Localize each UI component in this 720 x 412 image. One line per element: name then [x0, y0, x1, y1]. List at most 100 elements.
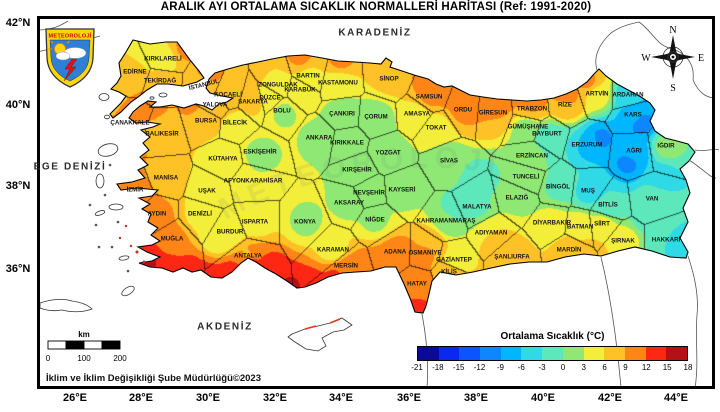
aegean-islands: [39, 92, 168, 313]
legend-color-cell: [604, 347, 625, 360]
province-label: MUĞLA: [160, 235, 184, 243]
legend-color-cell: [459, 347, 481, 360]
lon-tick-label: 32°E: [263, 392, 287, 404]
province-label: AFYONKARAHİSAR: [223, 177, 283, 185]
province-label: KOCAELİ: [214, 91, 242, 99]
province-label: KAYSERİ: [388, 186, 416, 194]
lat-tick-label: 40°N: [5, 99, 31, 111]
legend-title: Ortalama Sıcaklık (°C): [500, 331, 605, 342]
sea-label: KARADENİZ: [338, 27, 412, 39]
province-label: ÇANAKKALE: [110, 119, 150, 127]
province-label: BALIKESİR: [145, 130, 179, 138]
province-label: MANİSA: [153, 174, 179, 182]
province-label: ŞANLIURFA: [494, 253, 530, 261]
logo-text: METEOROLOJİ: [49, 33, 92, 40]
province-label: RİZE: [557, 101, 573, 109]
scalebar-unit-label: km: [78, 330, 90, 339]
legend-tick-label: 0: [560, 363, 566, 372]
legend: Ortalama Sıcaklık (°C) -21 -18 -15 -12 -9 -6-…: [411, 331, 692, 373]
legend-color-cell: [645, 347, 667, 360]
legend-color-cell: [500, 347, 522, 360]
footer-credit: İklim ve İklim Değişikliği Şube Müdürlüğ…: [46, 373, 262, 384]
lon-tick-label: 28°E: [129, 392, 153, 404]
lon-tick-label: 38°E: [464, 392, 488, 404]
legend-tick-label: 6: [602, 363, 607, 372]
province-label: KIRKLARELİ: [144, 55, 182, 63]
legend-tick-label: 3: [581, 363, 586, 372]
province-label: GİRESUN: [478, 109, 508, 117]
province-label: ELAZIĞ: [505, 194, 529, 202]
province-label: BATMAN: [566, 223, 594, 231]
scalebar-tick-label: 0: [45, 354, 51, 363]
legend-color-cell: [583, 347, 605, 360]
coastal-islets: [118, 224, 146, 264]
province-label: ÇANKIRI: [329, 110, 355, 118]
province-label: BURSA: [194, 117, 218, 125]
province-label: BAYBURT: [532, 130, 562, 138]
province-label: ANTALYA: [234, 252, 262, 260]
province-label: AKSARAY: [333, 199, 365, 207]
province-label: BİTLİS: [598, 201, 618, 209]
lon-tick-label: 40°E: [531, 392, 555, 404]
province-label: ÇORUM: [364, 113, 388, 121]
province-label: DİYARBAKIR: [532, 219, 572, 227]
province-label: SAMSUN: [415, 93, 443, 101]
province-label: NEVŞEHİR: [353, 189, 385, 197]
compass-n: N: [669, 25, 676, 36]
province-label: SİİRT: [594, 220, 610, 228]
legend-colorbar: [417, 346, 688, 361]
legend-tick-label: 18: [683, 363, 693, 372]
province-label: SİNOP: [379, 75, 399, 83]
province-label: ADIYAMAN: [474, 229, 508, 237]
legend-color-cell: [562, 347, 584, 360]
province-label: DÜZCE: [259, 94, 281, 102]
province-label: SAKARYA: [238, 98, 268, 106]
province-label: KÜTAHYA: [208, 155, 238, 163]
legend-tick-label: -12: [473, 363, 486, 372]
province-label: SİVAS: [439, 157, 459, 165]
legend-tick-label: -6: [517, 363, 525, 372]
meteorology-logo: METEOROLOJİ: [45, 28, 95, 88]
province-label: ADANA: [383, 248, 407, 256]
province-label: BARTIN: [296, 72, 320, 80]
province-label: KASTAMONU: [318, 79, 358, 87]
legend-tick-label: -15: [452, 363, 465, 372]
compass-w: W: [641, 53, 651, 64]
province-label: OSMANİYE: [408, 249, 442, 257]
legend-tick-label: -21: [411, 363, 423, 372]
province-label: AYDIN: [147, 210, 167, 218]
scalebar-tick-label: 200: [113, 354, 127, 363]
cyprus-outline: [287, 317, 353, 352]
province-label: BURDUR: [216, 228, 244, 236]
province-label: DENİZLİ: [187, 210, 213, 218]
province-label: TRABZON: [516, 105, 548, 113]
province-label: NİĞDE: [365, 216, 385, 224]
province-label: YALOVA: [202, 101, 228, 109]
legend-tick-label: 15: [662, 363, 672, 372]
province-label: ARTVİN: [585, 90, 609, 98]
province-label: MERSİN: [333, 262, 359, 270]
legend-color-cell: [418, 347, 439, 360]
lon-tick-label: 30°E: [196, 392, 220, 404]
province-label: MARDİN: [556, 246, 582, 254]
province-label: BİLECİK: [222, 119, 248, 127]
scale-bar: [47, 340, 121, 350]
province-label: TUNCELİ: [512, 173, 540, 181]
province-label: MUŞ: [581, 187, 595, 195]
province-label: AMASYA: [403, 110, 431, 118]
province-label: KONYA: [294, 218, 316, 226]
map-frame: [37, 16, 715, 389]
province-label: TEKİRDAĞ: [143, 77, 177, 85]
province-label: İZMİR: [126, 186, 144, 194]
legend-color-cell: [542, 347, 563, 360]
lon-tick-label: 26°E: [63, 392, 87, 404]
compass-rose: N E S W: [641, 25, 704, 94]
legend-color-cell: [480, 347, 501, 360]
province-label: UŞAK: [198, 187, 216, 195]
legend-color-cell: [666, 347, 687, 360]
sea-label: AKDENİZ: [197, 321, 253, 333]
province-label: HAKKARİ: [651, 236, 681, 244]
province-label: ZONGULDAK: [258, 81, 298, 89]
province-label: ANKARA: [305, 134, 333, 142]
